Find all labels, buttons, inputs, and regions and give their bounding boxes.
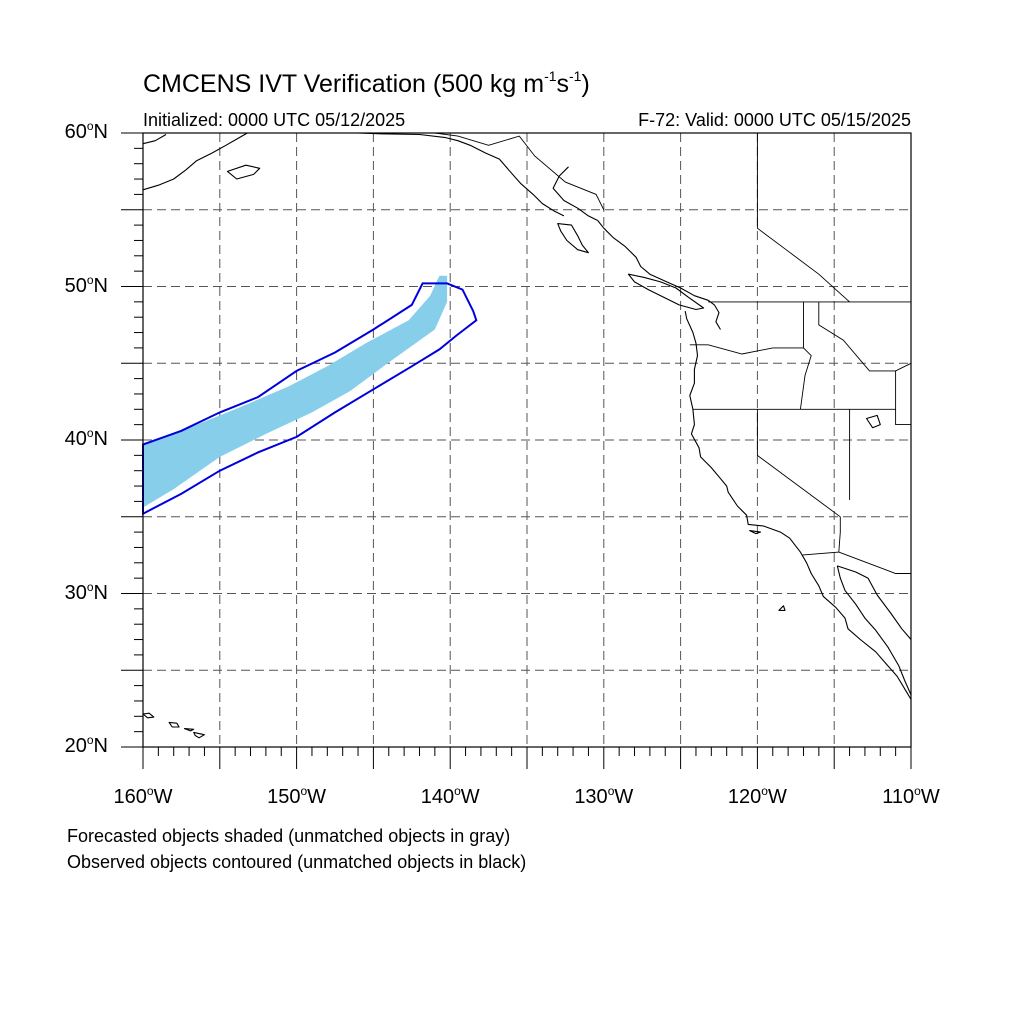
border-id-mt bbox=[818, 301, 912, 372]
ivt-objects bbox=[142, 275, 478, 516]
lon-label: 130oW bbox=[574, 784, 634, 808]
border-ca-nv bbox=[756, 409, 841, 518]
coast-alaska-bristol bbox=[142, 134, 167, 145]
coast-alaska-peninsula bbox=[142, 132, 248, 191]
lat-label: 30oN bbox=[64, 579, 108, 604]
island-molokai bbox=[183, 728, 195, 732]
lon-label: 120oW bbox=[727, 784, 787, 808]
coast-alaska-panhandle bbox=[357, 132, 565, 217]
lon-label: 150oW bbox=[267, 784, 327, 808]
observed-object-contour bbox=[142, 282, 478, 516]
lat-lon-grid bbox=[143, 133, 911, 747]
coast-panhandle-inner bbox=[552, 166, 598, 221]
border-alaska-bc bbox=[434, 132, 605, 211]
coast-pacific-west bbox=[684, 310, 912, 700]
coast-bc-mainland bbox=[597, 220, 721, 330]
coastlines bbox=[142, 132, 912, 739]
lon-label: 110oW bbox=[882, 784, 940, 808]
lon-label: 140oW bbox=[420, 784, 480, 808]
island-oahu bbox=[168, 721, 180, 728]
border-ca-az bbox=[801, 516, 841, 556]
axis-ticks bbox=[121, 132, 912, 769]
kodiak-island bbox=[226, 164, 261, 180]
coast-sonora bbox=[837, 565, 912, 640]
init-time-label: Initialized: 0000 UTC 05/12/2025 bbox=[143, 110, 406, 130]
coast-baja-east bbox=[836, 565, 912, 696]
valid-time-label: F-72: Valid: 0000 UTC 05/15/2025 bbox=[638, 110, 911, 130]
lat-label: 50oN bbox=[64, 272, 108, 297]
vancouver-island bbox=[627, 273, 705, 311]
forecast-object-shading bbox=[143, 275, 448, 508]
footnote-observed: Observed objects contoured (unmatched ob… bbox=[67, 852, 527, 872]
island-channel bbox=[749, 530, 762, 535]
island-guadalupe bbox=[778, 605, 786, 611]
border-wa-id-or bbox=[799, 301, 812, 410]
island-maui bbox=[193, 731, 205, 739]
border-id-wy-ut bbox=[895, 370, 911, 426]
island-kauai bbox=[142, 712, 155, 719]
great-salt-lake bbox=[865, 414, 881, 429]
haida-gwaii bbox=[557, 223, 589, 254]
lat-label: 20oN bbox=[64, 733, 108, 757]
border-wa-or bbox=[689, 344, 804, 355]
state-boundaries bbox=[434, 132, 912, 574]
lon-label: 160oW bbox=[113, 784, 173, 808]
lat-label: 40oN bbox=[64, 426, 108, 450]
lat-label: 60oN bbox=[64, 119, 108, 143]
border-bc-ab bbox=[756, 133, 850, 303]
border-us-mexico bbox=[838, 551, 911, 574]
chart-title: CMCENS IVT Verification (500 kg m-1s-1) bbox=[143, 68, 590, 98]
footnote-forecast: Forecasted objects shaded (unmatched obj… bbox=[67, 826, 511, 846]
